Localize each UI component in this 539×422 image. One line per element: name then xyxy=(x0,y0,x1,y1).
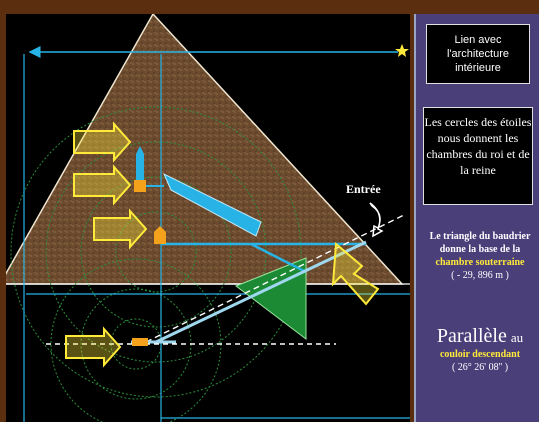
triangle-text-block: Le triangle du baudrier donne la base de… xyxy=(422,230,538,282)
arrow-subterranean xyxy=(65,326,122,368)
info-box-circles: Les cercles des étoiles nous donnent les… xyxy=(423,107,533,205)
descending-corridor xyxy=(155,240,367,344)
triangle-highlight: chambre souterraine xyxy=(435,257,525,268)
queen-chamber xyxy=(154,232,166,244)
parallele-block: Parallèle au couloir descendant ( 26° 26… xyxy=(422,324,538,374)
star-icon xyxy=(395,44,409,57)
subterranean-chamber xyxy=(132,338,148,346)
arrow-king-lower xyxy=(73,164,132,206)
info-box-architecture: Lien avec l'architecture intérieure xyxy=(426,24,530,84)
king-shaft xyxy=(136,154,144,180)
entrance-arrow-icon xyxy=(369,202,384,238)
king-chamber xyxy=(134,180,146,192)
parallele-highlight: couloir descendant xyxy=(439,349,521,360)
parallele-title: Parallèle xyxy=(436,325,507,347)
parallele-angle: ( 26° 26' 08'' ) xyxy=(451,362,509,373)
king-shaft-top xyxy=(136,146,144,154)
parallele-au: au xyxy=(510,330,524,345)
entrance-label: Entrée xyxy=(346,182,381,196)
arrow-king-upper xyxy=(73,121,132,163)
descending-corridor-dashed xyxy=(145,213,407,343)
side-panel: Lien avec l'architecture intérieure Les … xyxy=(414,14,539,422)
pyramid-diagram: Entrée xyxy=(6,14,410,422)
pyramid-svg xyxy=(6,14,410,422)
triangle-coords: ( - 29, 896 m ) xyxy=(451,270,509,281)
arrow-entrance xyxy=(331,241,380,306)
triangle-text: Le triangle du baudrier donne la base de… xyxy=(429,231,531,255)
grand-gallery xyxy=(162,172,262,237)
yellow-arrows xyxy=(65,121,380,368)
corridors xyxy=(161,242,366,274)
arrow-queen xyxy=(93,208,148,250)
